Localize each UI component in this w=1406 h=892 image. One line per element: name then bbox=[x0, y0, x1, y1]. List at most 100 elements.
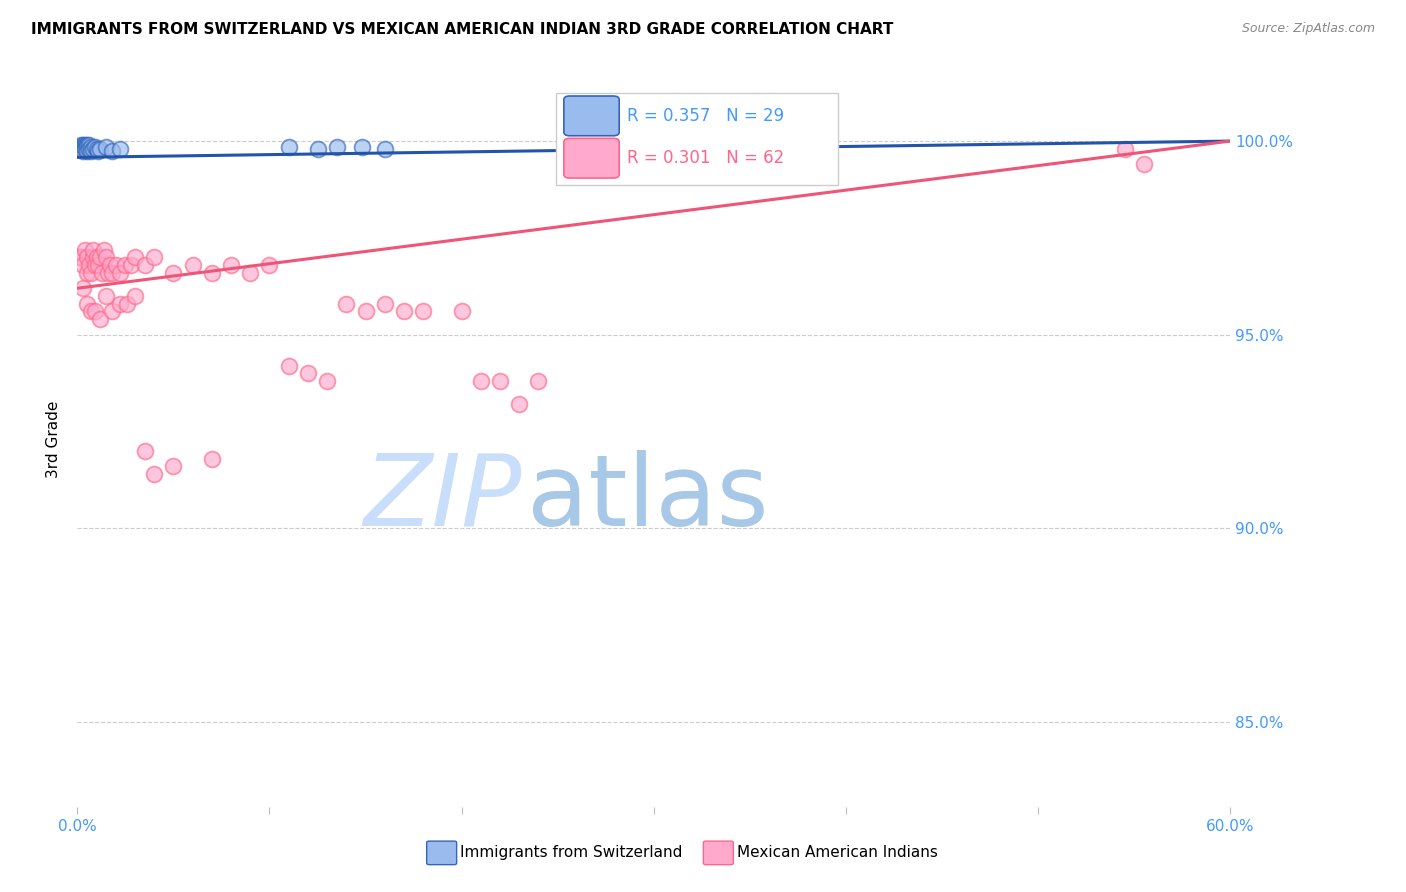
Point bbox=[89, 142, 111, 156]
Point bbox=[77, 137, 100, 152]
Point bbox=[82, 250, 104, 264]
Point bbox=[104, 258, 127, 272]
Point bbox=[67, 140, 90, 154]
Point bbox=[80, 144, 103, 158]
FancyBboxPatch shape bbox=[703, 841, 734, 864]
Point bbox=[392, 304, 415, 318]
Point bbox=[412, 304, 434, 318]
Point bbox=[101, 304, 124, 318]
Y-axis label: 3rd Grade: 3rd Grade bbox=[46, 401, 62, 478]
Point bbox=[98, 258, 121, 272]
Point bbox=[374, 142, 396, 156]
Text: R = 0.301   N = 62: R = 0.301 N = 62 bbox=[627, 149, 785, 167]
Point bbox=[86, 142, 108, 156]
FancyBboxPatch shape bbox=[426, 841, 457, 864]
Point bbox=[80, 266, 103, 280]
Point bbox=[297, 367, 319, 381]
Point bbox=[93, 243, 115, 257]
Point bbox=[143, 467, 166, 482]
Point bbox=[96, 140, 117, 154]
Point bbox=[374, 297, 396, 311]
Point bbox=[76, 144, 98, 158]
Text: Source: ZipAtlas.com: Source: ZipAtlas.com bbox=[1241, 22, 1375, 36]
Text: ZIP: ZIP bbox=[363, 450, 522, 547]
Point bbox=[73, 142, 96, 156]
Point bbox=[124, 289, 146, 303]
Point bbox=[326, 140, 349, 154]
Point bbox=[117, 297, 139, 311]
FancyBboxPatch shape bbox=[555, 94, 838, 186]
Text: Mexican American Indians: Mexican American Indians bbox=[737, 846, 938, 861]
Point bbox=[143, 250, 166, 264]
Point bbox=[508, 397, 530, 411]
Point bbox=[73, 140, 96, 154]
Point bbox=[354, 304, 377, 318]
Text: Immigrants from Switzerland: Immigrants from Switzerland bbox=[460, 846, 682, 861]
Point bbox=[101, 266, 124, 280]
Point bbox=[114, 258, 136, 272]
Point bbox=[80, 304, 103, 318]
Point bbox=[82, 243, 104, 257]
Point bbox=[277, 140, 299, 154]
Point bbox=[73, 243, 96, 257]
Point bbox=[76, 266, 98, 280]
Point bbox=[96, 289, 117, 303]
Point bbox=[72, 140, 94, 154]
Point bbox=[76, 137, 98, 152]
Point bbox=[134, 258, 156, 272]
Point bbox=[67, 250, 90, 264]
Point bbox=[181, 258, 204, 272]
Point bbox=[1114, 142, 1136, 156]
Point bbox=[87, 258, 110, 272]
Point bbox=[350, 140, 373, 154]
Point bbox=[72, 144, 94, 158]
Point bbox=[73, 137, 96, 152]
Point bbox=[83, 304, 105, 318]
Point bbox=[134, 444, 156, 458]
Point bbox=[108, 266, 131, 280]
Text: R = 0.357   N = 29: R = 0.357 N = 29 bbox=[627, 107, 785, 125]
Point bbox=[307, 142, 329, 156]
Point bbox=[80, 140, 103, 154]
Point bbox=[89, 250, 111, 264]
Point bbox=[72, 137, 94, 152]
Point bbox=[70, 250, 93, 264]
Point bbox=[83, 140, 105, 154]
Point bbox=[70, 142, 93, 156]
FancyBboxPatch shape bbox=[564, 138, 619, 178]
Point bbox=[201, 266, 224, 280]
Text: IMMIGRANTS FROM SWITZERLAND VS MEXICAN AMERICAN INDIAN 3RD GRADE CORRELATION CHA: IMMIGRANTS FROM SWITZERLAND VS MEXICAN A… bbox=[31, 22, 893, 37]
Point bbox=[1133, 157, 1156, 171]
Point bbox=[91, 266, 114, 280]
Point bbox=[527, 374, 550, 388]
Point bbox=[335, 297, 357, 311]
Point bbox=[101, 144, 124, 158]
Point bbox=[470, 374, 492, 388]
Point bbox=[316, 374, 339, 388]
Point bbox=[77, 142, 100, 156]
Point bbox=[70, 137, 93, 152]
Point bbox=[450, 304, 472, 318]
Point bbox=[239, 266, 262, 280]
Point bbox=[277, 359, 299, 373]
Point bbox=[108, 142, 131, 156]
Point bbox=[201, 451, 224, 466]
Point bbox=[77, 258, 100, 272]
Point bbox=[96, 250, 117, 264]
Text: atlas: atlas bbox=[527, 450, 769, 547]
Point bbox=[86, 250, 108, 264]
Point bbox=[76, 297, 98, 311]
Point bbox=[124, 250, 146, 264]
Point bbox=[219, 258, 242, 272]
Point bbox=[76, 140, 98, 154]
Point bbox=[83, 258, 105, 272]
Point bbox=[87, 144, 110, 158]
Point bbox=[162, 459, 184, 474]
FancyBboxPatch shape bbox=[564, 96, 619, 136]
Point bbox=[162, 266, 184, 280]
Point bbox=[259, 258, 281, 272]
Point bbox=[72, 281, 94, 295]
Point bbox=[89, 312, 111, 326]
Point bbox=[489, 374, 512, 388]
Point bbox=[97, 266, 120, 280]
